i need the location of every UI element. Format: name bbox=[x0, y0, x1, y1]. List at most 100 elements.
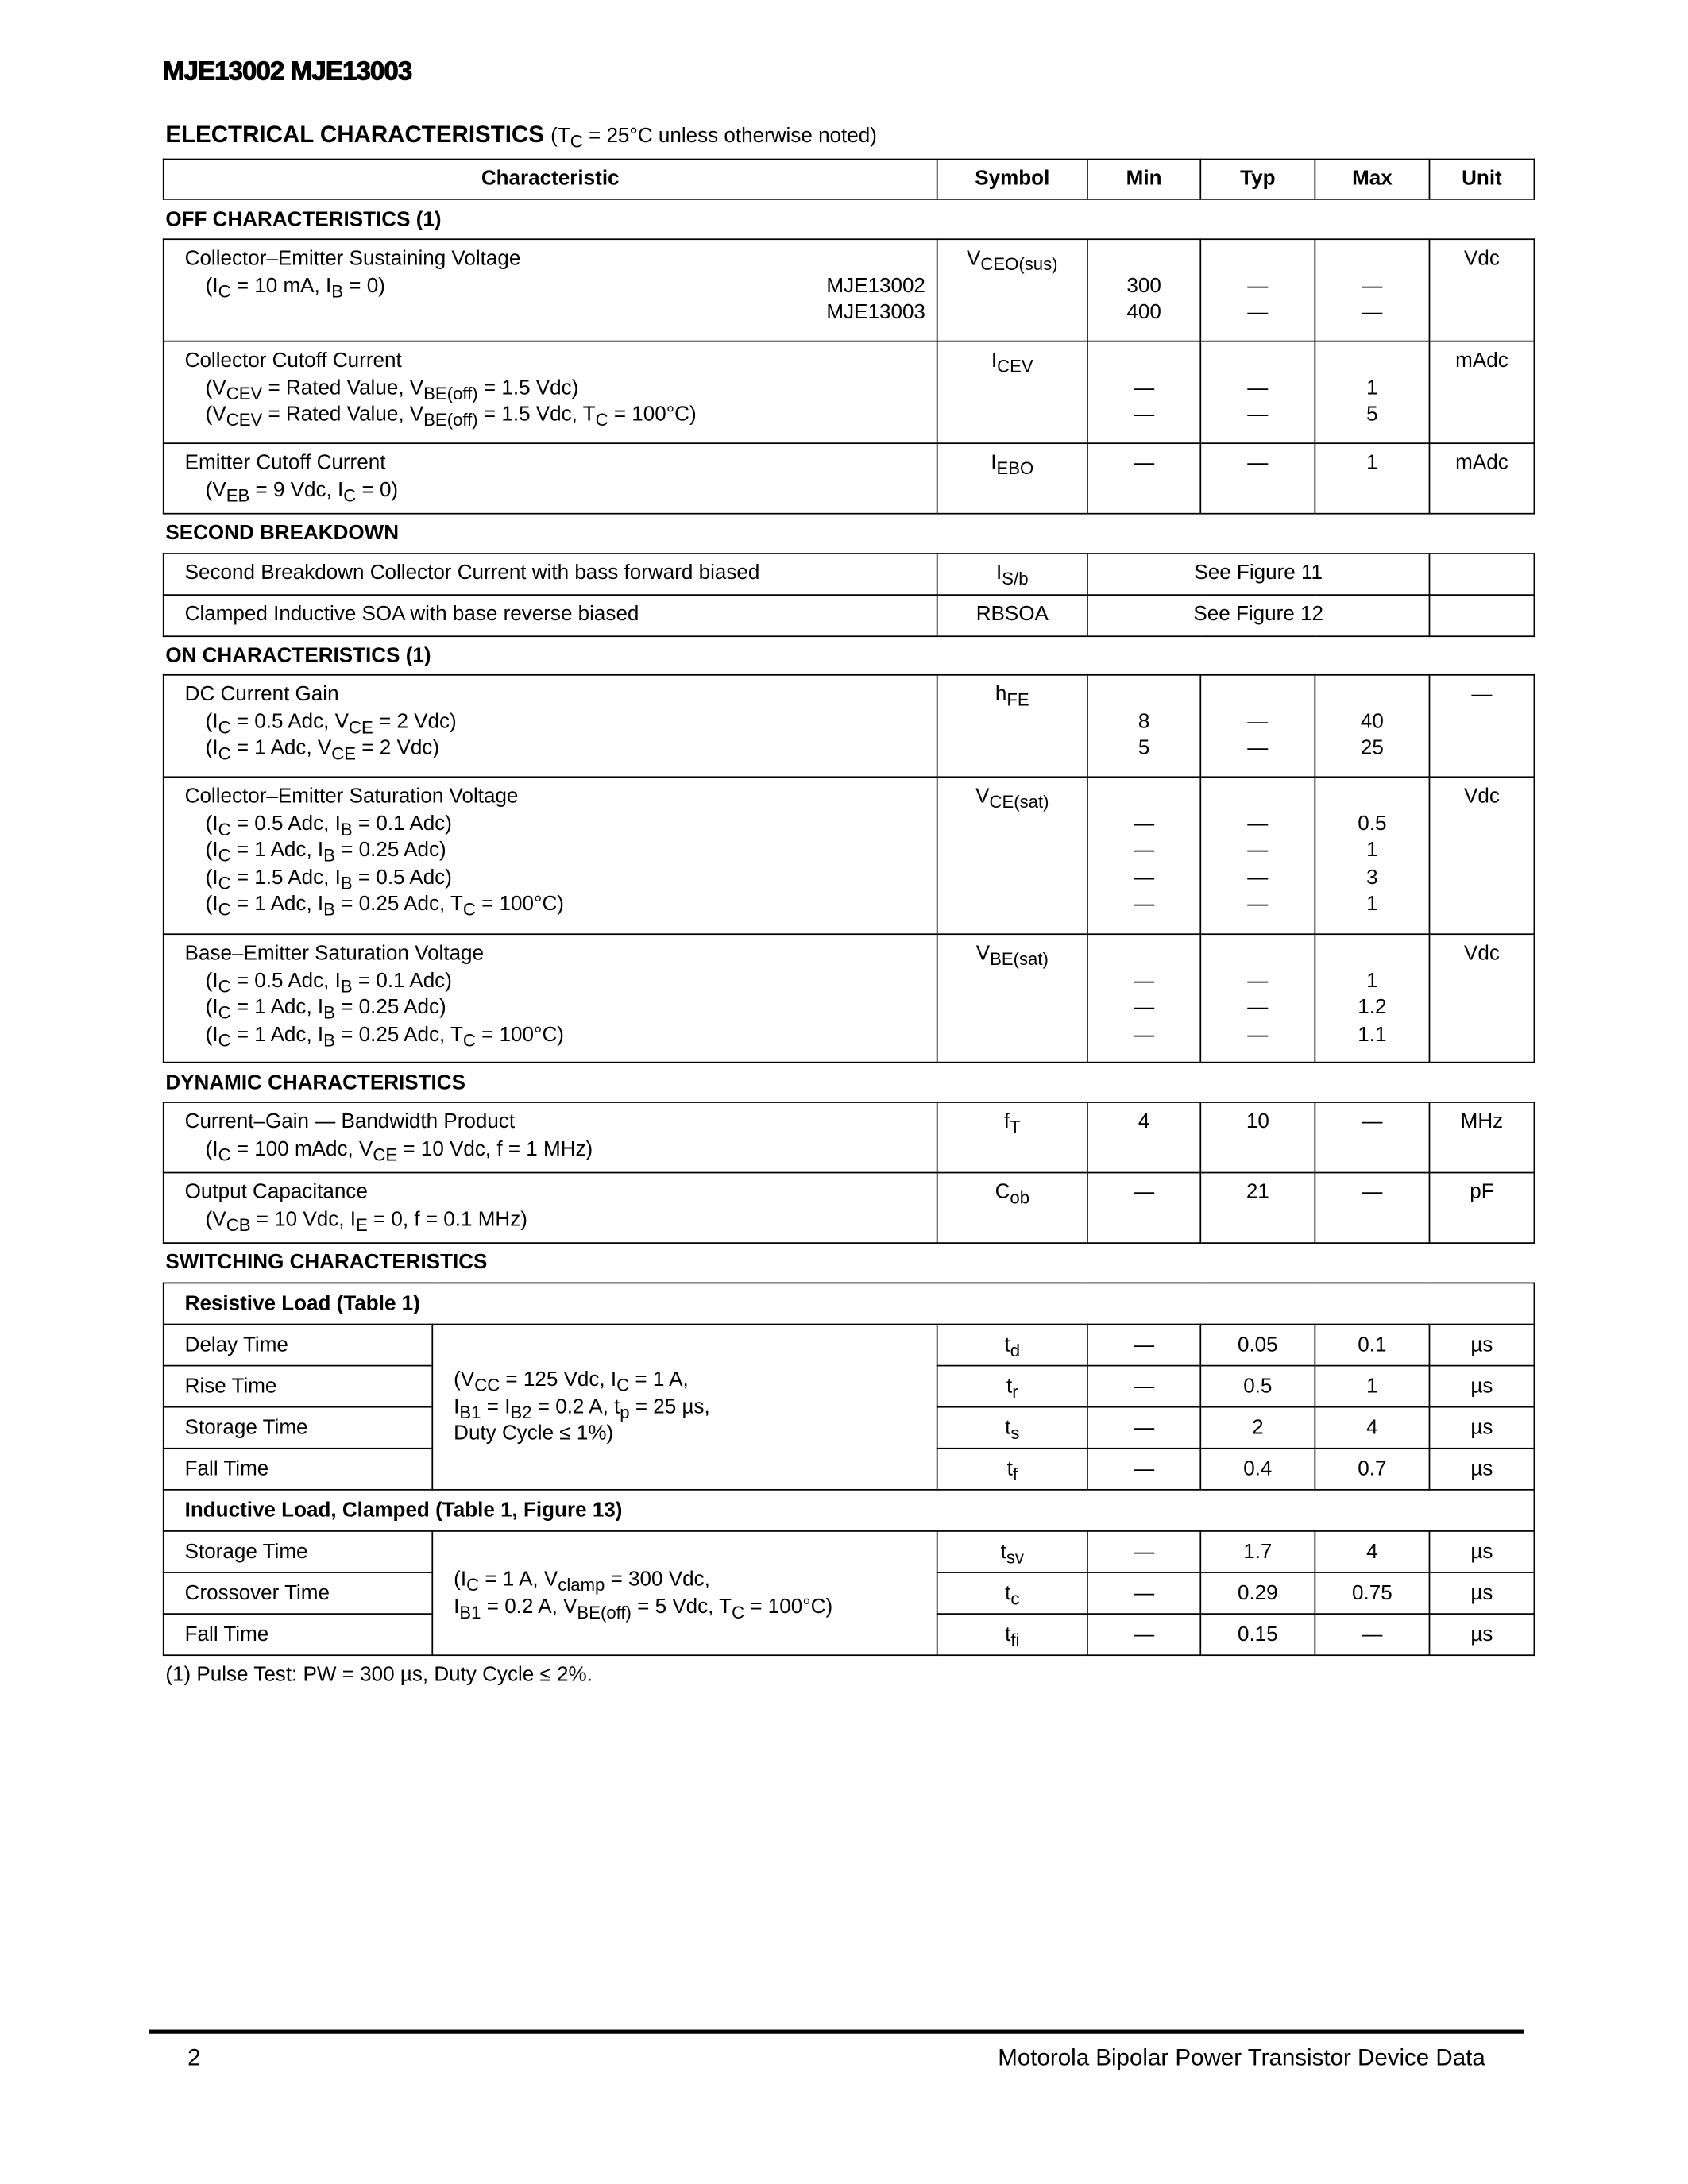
unit: Vdc bbox=[1463, 941, 1500, 966]
condition-line: (VCC = 125 Vdc, IC = 1 A, bbox=[454, 1368, 689, 1395]
characteristic-line: (IC = 10 mA, IB = 0) MJE13002 bbox=[164, 272, 937, 299]
unit: mAdc bbox=[1455, 349, 1508, 372]
max-values: 0.5 1 3 1 bbox=[1315, 778, 1428, 918]
unit-cell: mAdc bbox=[1428, 340, 1535, 445]
symbol-cell: VBE(sat) bbox=[936, 933, 1088, 1063]
max-cell: 1 bbox=[1314, 1364, 1431, 1408]
min-value bbox=[1088, 245, 1200, 272]
characteristic-lines: Output Capacitance (VCB = 10 Vdc, IE = 0,… bbox=[164, 1173, 937, 1233]
typ-cell: 2 bbox=[1199, 1406, 1316, 1449]
symbol-cell: IS/b bbox=[936, 553, 1088, 596]
unit-cell: pF bbox=[1428, 1171, 1535, 1244]
spec-row: Current–Gain — Bandwidth Product (IC = 10… bbox=[162, 1102, 1535, 1174]
header-symbol: Symbol bbox=[936, 158, 1088, 200]
unit: mAdc bbox=[1455, 450, 1508, 475]
parameter-label: Storage Time bbox=[162, 1530, 434, 1573]
min-value: — bbox=[1134, 403, 1155, 426]
parameter-label: Storage Time bbox=[162, 1406, 434, 1449]
unit-cell: Vdc bbox=[1428, 776, 1535, 936]
max-values: — bbox=[1315, 1103, 1428, 1136]
min-cell: — — — — bbox=[1087, 776, 1202, 936]
characteristic-cell: Emitter Cutoff Current (VEB = 9 Vdc, IC =… bbox=[162, 442, 938, 515]
min-cell: — bbox=[1087, 1364, 1202, 1408]
unit-cell bbox=[1428, 594, 1535, 638]
characteristic-cell: Collector–Emitter Saturation Voltage (IC … bbox=[162, 776, 938, 936]
typ-cell: — — — bbox=[1199, 933, 1316, 1063]
min-value: — bbox=[1134, 865, 1155, 889]
symbol-cell: Cob bbox=[936, 1171, 1088, 1244]
min-value: — bbox=[1134, 1022, 1155, 1047]
characteristic-lines: Base–Emitter Saturation Voltage (IC = 0.5… bbox=[164, 935, 937, 1048]
max-value bbox=[1315, 347, 1428, 374]
characteristic-lines: Current–Gain — Bandwidth Product (IC = 10… bbox=[164, 1103, 937, 1163]
max-value: 1.1 bbox=[1358, 1022, 1387, 1047]
characteristic-cell: Collector–Emitter Sustaining Voltage (IC … bbox=[162, 238, 938, 342]
test-conditions: (IC = 1 A, Vclamp = 300 Vdc, IB1 = 0.2 A,… bbox=[431, 1530, 938, 1657]
unit-cell: mAdc bbox=[1428, 442, 1535, 515]
spec-row: DC Current Gain (IC = 0.5 Adc, VCE = 2 Vd… bbox=[162, 673, 1535, 778]
condition-text: Collector–Emitter Saturation Voltage bbox=[184, 784, 519, 808]
typ-value: 10 bbox=[1246, 1109, 1269, 1134]
max-value: 1 bbox=[1366, 450, 1378, 475]
typ-cell: — — bbox=[1199, 340, 1316, 445]
max-value: 1 bbox=[1366, 892, 1378, 916]
typ-value bbox=[1201, 783, 1314, 810]
characteristic-line: MJE13003 bbox=[164, 299, 937, 326]
max-values: — — bbox=[1315, 240, 1428, 326]
symbol: VBE(sat) bbox=[975, 941, 1049, 970]
unit: pF bbox=[1470, 1180, 1494, 1204]
group-header-row: Inductive Load, Clamped (Table 1, Figure… bbox=[162, 1488, 1535, 1532]
max-cell: 4 bbox=[1314, 1530, 1431, 1573]
symbol-cell: RBSOA bbox=[936, 594, 1088, 638]
typ-value: — bbox=[1247, 273, 1269, 298]
typ-cell: — — bbox=[1199, 673, 1316, 778]
min-values: — bbox=[1088, 444, 1200, 477]
condition-line: IB1 = IB2 = 0.2 A, tp = 25 µs, bbox=[454, 1395, 710, 1422]
max-cell: — bbox=[1314, 1102, 1431, 1174]
symbol: Cob bbox=[995, 1180, 1030, 1208]
typ-values: — — — bbox=[1201, 935, 1314, 1048]
symbol-cell: VCEO(sus) bbox=[936, 238, 1088, 342]
min-cell: — bbox=[1087, 1323, 1202, 1367]
min-values: — bbox=[1088, 1173, 1200, 1206]
typ-value: — bbox=[1247, 1022, 1269, 1047]
min-cell: — — bbox=[1087, 340, 1202, 445]
characteristic-line: (IC = 1 Adc, VCE = 2 Vdc) bbox=[164, 735, 937, 762]
symbol-cell: ICEV bbox=[936, 340, 1088, 445]
min-value: — bbox=[1134, 838, 1155, 862]
characteristic-line: Clamped Inductive SOA with base reverse … bbox=[164, 601, 937, 628]
max-cell: 1 1.2 1.1 bbox=[1314, 933, 1431, 1063]
condition-text: (VCEV = Rated Value, VBE(off) = 1.5 Vdc,… bbox=[205, 403, 697, 430]
min-cell: — bbox=[1087, 1613, 1202, 1657]
characteristic-line: (IC = 1 Adc, IB = 0.25 Adc, TC = 100°C) bbox=[164, 1021, 937, 1048]
typ-cell: — — — — bbox=[1199, 776, 1316, 936]
condition-text: DC Current Gain bbox=[184, 682, 339, 706]
characteristic-line: DC Current Gain bbox=[164, 681, 937, 708]
unit-cell bbox=[1428, 553, 1535, 596]
spec-table: DC Current Gain (IC = 0.5 Adc, VCE = 2 Vd… bbox=[162, 673, 1535, 1063]
typ-values: — bbox=[1201, 444, 1314, 477]
min-value: 300 bbox=[1126, 273, 1161, 298]
max-value: 3 bbox=[1366, 865, 1378, 889]
typ-values: 10 bbox=[1201, 1103, 1314, 1136]
parameter-label: Rise Time bbox=[162, 1364, 434, 1408]
min-value bbox=[1088, 940, 1200, 967]
condition-text: (IC = 0.5 Adc, IB = 0.1 Adc) bbox=[205, 968, 452, 997]
typ-cell: 0.05 bbox=[1199, 1323, 1316, 1367]
typ-cell: — — bbox=[1199, 238, 1316, 342]
min-value: — bbox=[1134, 450, 1155, 475]
footer-text: Motorola Bipolar Power Transistor Device… bbox=[998, 2044, 1485, 2071]
parameter-label: Fall Time bbox=[162, 1613, 434, 1657]
characteristic-line: (VCEV = Rated Value, VBE(off) = 1.5 Vdc) bbox=[164, 375, 937, 401]
heading-title: ELECTRICAL CHARACTERISTICS bbox=[165, 121, 544, 148]
parameter-label: Crossover Time bbox=[162, 1572, 434, 1615]
condition-line: IB1 = 0.2 A, VBE(off) = 5 Vdc, TC = 100°… bbox=[454, 1594, 833, 1623]
characteristic-lines: Clamped Inductive SOA with base reverse … bbox=[164, 596, 937, 628]
symbol-cell: VCE(sat) bbox=[936, 776, 1088, 936]
symbol-cell: fT bbox=[936, 1102, 1088, 1174]
unit-cell: µs bbox=[1428, 1406, 1535, 1449]
max-value: 1 bbox=[1366, 968, 1378, 993]
spec-row: Collector–Emitter Sustaining Voltage (IC … bbox=[162, 238, 1535, 342]
header-typ: Typ bbox=[1199, 158, 1316, 200]
condition-text: Second Breakdown Collector Current with … bbox=[184, 561, 760, 585]
